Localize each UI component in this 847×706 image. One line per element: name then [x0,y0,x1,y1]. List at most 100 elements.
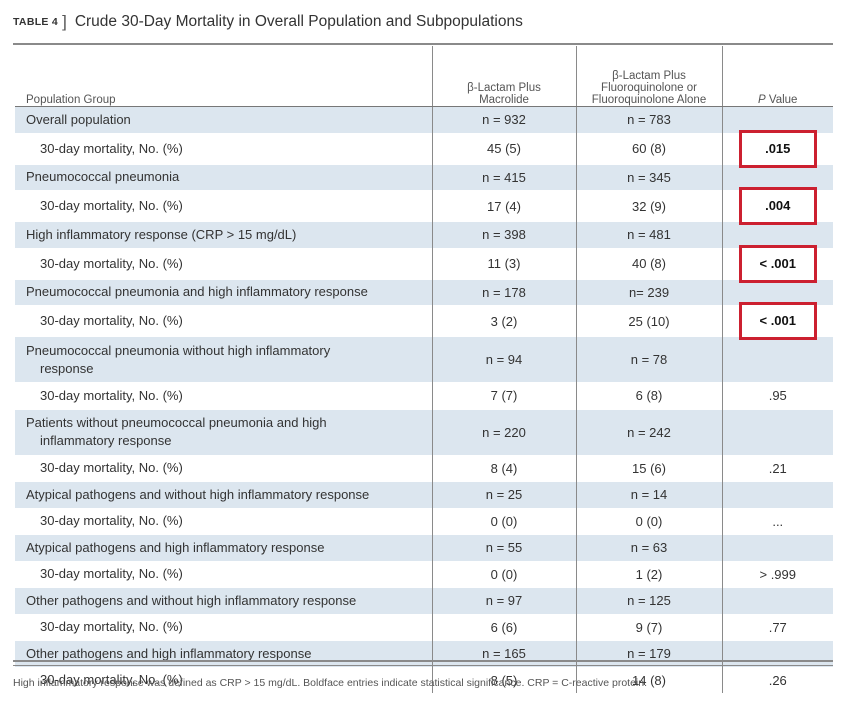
p-value-cell: < .001 [721,244,833,283]
header-fluoroquinolone: β-Lactam Plus Fluoroquinolone or Fluoroq… [575,46,722,107]
macrolide-value: 8 (4) [431,454,576,482]
macrolide-value: n = 415 [431,163,576,191]
caption-bracket: ] [62,12,67,31]
highlighted-p-value: < .001 [738,302,817,340]
fluoroquinolone-value: n = 783 [575,106,722,133]
header-population-group: Population Group [15,46,432,107]
table-row: 30-day mortality, No. (%) 45 (5) 60 (8) .01… [15,129,833,168]
table-row: Other pathogens and high inflammatory re… [15,640,833,667]
row-label: Atypical pathogens and without high infl… [15,481,432,508]
table-row: Other pathogens and without high inflamm… [15,587,833,614]
table-row: Pneumococcal pneumonia and high inflamma… [15,278,833,306]
header-p-value: P Value [721,46,833,107]
fluoroquinolone-value: n = 78 [575,336,722,383]
macrolide-value: n = 932 [431,106,576,133]
p-value-cell [721,534,833,561]
macrolide-value: 0 (0) [431,507,576,535]
row-label: 30-day mortality, No. (%) [15,666,432,693]
table-row: 30-day mortality, No. (%) 8 (5) 14 (8) .26 [15,666,833,693]
table-row: 30-day mortality, No. (%) 6 (6) 9 (7) .77 [15,613,833,641]
fluoroquinolone-value: n = 125 [575,587,722,614]
fluoroquinolone-value: 15 (6) [575,454,722,482]
p-value-cell [721,336,833,383]
table-row: 30-day mortality, No. (%) 17 (4) 32 (9) .00… [15,187,833,225]
table-row: 30-day mortality, No. (%) 0 (0) 1 (2) > .99… [15,560,833,588]
macrolide-value: n = 398 [431,221,576,248]
row-label: Other pathogens and without high inflamm… [15,587,432,614]
row-label: 30-day mortality, No. (%) [15,247,432,279]
fluoroquinolone-value: 0 (0) [575,507,722,535]
macrolide-value: n = 165 [431,640,576,667]
table-row: Overall population n = 932 n = 783 [15,106,833,133]
bottom-rule [13,660,833,662]
macrolide-value: 7 (7) [431,382,576,409]
table-row: 30-day mortality, No. (%) 11 (3) 40 (8) < .… [15,244,833,283]
fluoroquinolone-value: n = 179 [575,640,722,667]
row-label: 30-day mortality, No. (%) [15,132,432,164]
table-row: Atypical pathogens and high inflammatory… [15,534,833,561]
table-row: Pneumococcal pneumonia n = 415 n = 345 [15,163,833,191]
p-value-cell: .004 [721,187,833,225]
row-label: Patients without pneumococcal pneumonia … [15,408,432,455]
fluoroquinolone-value: 6 (8) [575,382,722,409]
highlighted-p-value: .015 [738,129,817,168]
table-row: Patients without pneumococcal pneumonia … [15,408,833,455]
row-label: 30-day mortality, No. (%) [15,613,432,641]
macrolide-value: 45 (5) [431,132,576,164]
highlighted-p-value: < .001 [738,244,817,283]
fluoroquinolone-value: 1 (2) [575,560,722,588]
row-label: Overall population [15,106,432,133]
macrolide-value: n = 220 [431,408,576,455]
fluoroquinolone-value: n = 242 [575,408,722,455]
fluoroquinolone-value: 32 (9) [575,190,722,222]
table-row: 30-day mortality, No. (%) 0 (0) 0 (0)... [15,507,833,535]
macrolide-value: 0 (0) [431,560,576,588]
table-row: 30-day mortality, No. (%) 7 (7) 6 (8) .95 [15,382,833,409]
p-value-cell [721,106,833,133]
p-value-cell [721,163,833,191]
p-value-cell: .26 [721,666,833,693]
p-value-cell: < .001 [721,302,833,340]
p-value-cell: ... [721,507,833,535]
row-label: Pneumococcal pneumonia [15,163,432,191]
p-value-cell [721,587,833,614]
macrolide-value: n = 97 [431,587,576,614]
table-row: High inflammatory response (CRP > 15 mg/… [15,221,833,248]
row-label: Pneumococcal pneumonia and high inflamma… [15,278,432,306]
p-value-cell: .015 [721,129,833,168]
fluoroquinolone-value: n = 345 [575,163,722,191]
table-row: Pneumococcal pneumonia without high infl… [15,336,833,383]
table-row: Atypical pathogens and without high infl… [15,481,833,508]
fluoroquinolone-value: n = 14 [575,481,722,508]
fluoroquinolone-value: 40 (8) [575,247,722,279]
p-value-cell [721,640,833,667]
macrolide-value: n = 178 [431,278,576,306]
macrolide-value: 3 (2) [431,305,576,337]
table-title: Crude 30-Day Mortality in Overall Popula… [74,13,523,30]
bottom-rule-thin [13,665,833,666]
p-value-cell: .21 [721,454,833,482]
macrolide-value: 17 (4) [431,190,576,222]
fluoroquinolone-value: 9 (7) [575,613,722,641]
p-value-cell: > .999 [721,560,833,588]
fluoroquinolone-value: 14 (8) [575,666,722,693]
table-caption: TABLE 4 ] Crude 30-Day Mortality in Over… [13,12,523,32]
row-label: 30-day mortality, No. (%) [15,454,432,482]
top-rule [13,43,833,45]
macrolide-value: n = 25 [431,481,576,508]
p-value-cell [721,221,833,248]
macrolide-value: 11 (3) [431,247,576,279]
row-label: Other pathogens and high inflammatory re… [15,640,432,667]
table-number-label: TABLE 4 [13,16,59,28]
table-row: 30-day mortality, No. (%) 8 (4) 15 (6) .21 [15,454,833,482]
row-label: 30-day mortality, No. (%) [15,190,432,222]
macrolide-value: n = 55 [431,534,576,561]
fluoroquinolone-value: 25 (10) [575,305,722,337]
row-label: Pneumococcal pneumonia without high infl… [15,336,432,383]
header-macrolide: β-Lactam Plus Macrolide [431,46,576,107]
row-label: 30-day mortality, No. (%) [15,560,432,588]
p-value-cell [721,278,833,306]
header-row: Population Group β-Lactam Plus Macrolide… [15,46,833,107]
fluoroquinolone-value: 60 (8) [575,132,722,164]
highlighted-p-value: .004 [738,187,817,225]
